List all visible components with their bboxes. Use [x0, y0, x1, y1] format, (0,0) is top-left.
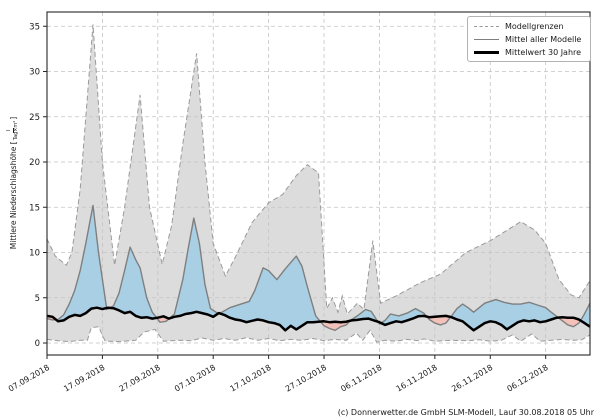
y-axis-unit-denominator: Tag×m² [13, 120, 20, 141]
y-tick-label: 25 [29, 113, 40, 123]
x-tick-label: 06.12.2018 [505, 363, 549, 394]
legend: Modellgrenzen Mittel aller Modelle Mitte… [467, 16, 591, 62]
above-normal-area [56, 206, 107, 322]
y-tick-label: 15 [29, 203, 40, 213]
y-axis-unit-fraction: l Tag×m² [6, 120, 20, 141]
x-tick-label: 27.09.2018 [118, 363, 162, 394]
above-normal-area [109, 247, 157, 319]
y-tick-label: 5 [35, 294, 40, 304]
x-tick-label: 17.09.2018 [62, 363, 106, 394]
above-normal-area [450, 299, 559, 331]
y-axis-title-text: Mittlere Niederschlagshöhe [ [8, 141, 18, 250]
model-envelope-lower-line [46, 326, 591, 343]
legend-item-modellgrenzen: Modellgrenzen [468, 20, 590, 33]
x-tick-label: 07.09.2018 [7, 363, 51, 394]
above-normal-area [219, 256, 321, 331]
dashed-line-swatch-icon [474, 26, 499, 27]
legend-label: Mittelwert 30 Jahre [505, 48, 582, 57]
y-tick-label: 30 [29, 68, 40, 78]
thirty-year-mean-line [46, 306, 591, 332]
model-envelope-area [47, 24, 590, 343]
above-normal-area [169, 218, 219, 319]
y-tick-label: 0 [35, 339, 40, 349]
x-tick-label: 07.10.2018 [173, 363, 217, 394]
legend-item-mittelwert-30-jahre: Mittelwert 30 Jahre [468, 46, 590, 59]
x-tick-label: 27.10.2018 [284, 363, 328, 394]
legend-item-mittel-aller-modelle: Mittel aller Modelle [468, 33, 590, 46]
y-tick-label: 10 [29, 249, 40, 259]
y-tick-label: 20 [29, 158, 40, 168]
legend-label: Mittel aller Modelle [505, 35, 582, 44]
legend-label: Modellgrenzen [505, 22, 564, 31]
y-axis-title-close-bracket: ] [8, 116, 18, 120]
x-tick-label: 26.11.2018 [450, 363, 494, 394]
x-tick-label: 06.11.2018 [339, 363, 383, 394]
black-line-swatch-icon [474, 51, 499, 54]
x-tick-label: 16.11.2018 [395, 363, 439, 394]
plot-frame [46, 11, 591, 356]
y-tick-label: 35 [29, 22, 40, 32]
below-normal-area [558, 317, 581, 327]
copyright-caption: (c) Donnerwetter.de GmbH SLM-Modell, Lau… [337, 408, 594, 417]
x-tick-label: 17.10.2018 [228, 363, 272, 394]
model-envelope-upper-line [46, 24, 591, 315]
y-axis-title: Mittlere Niederschlagshöhe [l Tag×m²] [6, 83, 20, 283]
above-normal-area [381, 308, 427, 325]
gray-line-swatch-icon [474, 39, 499, 40]
